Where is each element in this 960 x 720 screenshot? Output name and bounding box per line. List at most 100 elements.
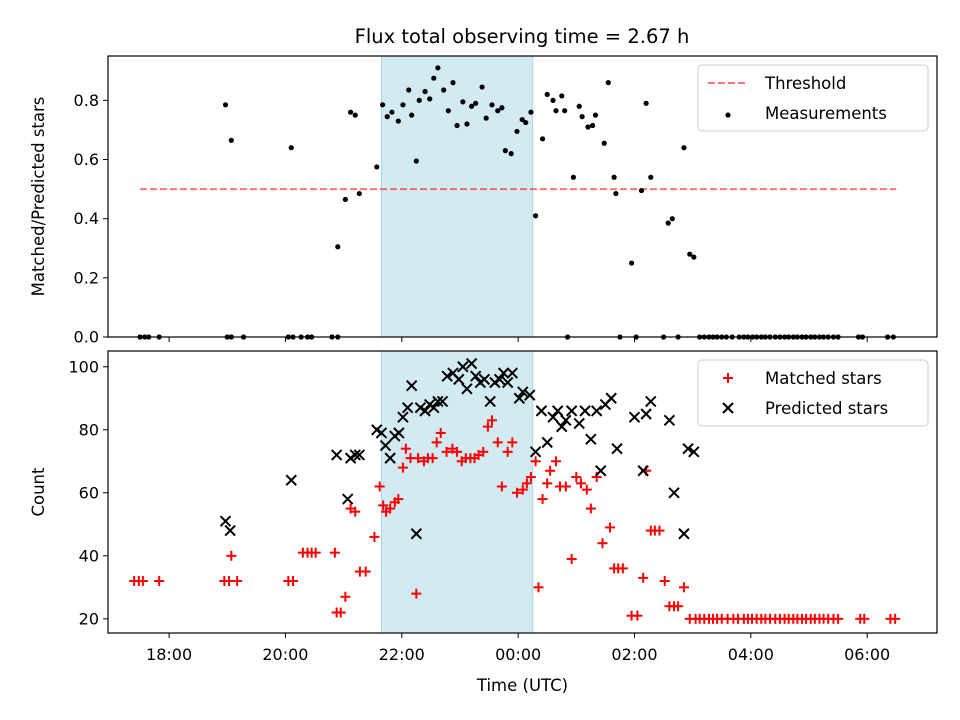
y-tick-label: 0.6 xyxy=(74,150,99,169)
measurement-point xyxy=(495,108,501,114)
measurement-point xyxy=(519,116,525,123)
matched-star-point xyxy=(427,453,438,464)
predicted-star-point xyxy=(547,411,559,423)
matched-star-point xyxy=(859,613,870,624)
measurement-point xyxy=(592,112,599,118)
predicted-star-point xyxy=(688,446,700,458)
measurement-point xyxy=(228,137,234,143)
matched-star-point xyxy=(560,481,571,492)
measurement-point xyxy=(638,187,645,194)
matched-star-point xyxy=(581,484,592,495)
predicted-star-point xyxy=(428,402,440,414)
matched-star-point xyxy=(400,443,411,454)
matched-star-point xyxy=(441,446,452,457)
measurement-point xyxy=(445,108,451,114)
matched-star-point xyxy=(638,572,649,583)
matched-star-point xyxy=(411,588,422,599)
predicted-star-point xyxy=(585,433,597,445)
predicted-star-point xyxy=(410,528,423,540)
y-tick-label: 40 xyxy=(79,546,99,565)
predicted-star-point xyxy=(590,405,603,417)
predicted-star-point xyxy=(330,449,343,461)
predicted-star-point xyxy=(524,389,536,401)
predicted-star-point xyxy=(535,405,548,417)
predicted-star-point xyxy=(461,383,473,395)
matched-star-point xyxy=(378,500,389,511)
matched-star-point xyxy=(310,547,321,558)
matched-star-point xyxy=(232,576,243,587)
predicted-star-point xyxy=(469,370,482,382)
measurement-point xyxy=(384,114,390,120)
measurement-point xyxy=(550,97,556,103)
predicted-star-point xyxy=(457,361,469,373)
highlight-span-bottom xyxy=(380,350,534,634)
measurement-point xyxy=(454,122,460,129)
measurement-point xyxy=(464,121,470,127)
ratio-panel: 0.00.20.40.60.8 Matched/Predicted stars … xyxy=(29,55,938,347)
matched-star-point xyxy=(431,437,442,448)
measurement-point xyxy=(502,148,508,154)
y-tick-label: 0.0 xyxy=(74,328,99,347)
matched-star-point xyxy=(397,462,408,473)
measurement-point xyxy=(523,119,529,126)
matched-star-point xyxy=(605,522,616,533)
matched-star-point xyxy=(511,487,522,498)
measurement-point xyxy=(681,145,687,151)
measurement-point xyxy=(562,108,568,114)
measurement-point xyxy=(539,136,546,142)
count-panel-frame xyxy=(107,350,938,634)
predicted-star-point xyxy=(349,449,361,461)
predicted-star-point xyxy=(611,442,623,455)
matched-star-point xyxy=(413,453,424,464)
count-marks xyxy=(129,357,901,624)
measurement-point xyxy=(483,115,489,121)
legend-label: Measurements xyxy=(765,104,887,123)
measurement-point xyxy=(579,114,585,120)
matched-star-point xyxy=(566,553,577,564)
matched-star-point xyxy=(533,582,544,593)
count-legend: Matched stars Predicted stars xyxy=(697,359,929,427)
predicted-star-point xyxy=(405,379,418,392)
matched-star-point xyxy=(597,538,608,549)
measurement-point xyxy=(479,84,485,90)
measurement-point xyxy=(669,216,675,222)
matched-star-point xyxy=(492,437,503,448)
measurement-point xyxy=(628,260,635,266)
ratio-y-axis: 0.0 0.2 0.4 0.6 0.8 xyxy=(74,91,108,347)
measurement-point xyxy=(605,80,611,86)
time-x-axis: 18:00 20:00 22:00 00:00 02:00 04:00 06:00 xyxy=(146,633,890,664)
highlight-span-top xyxy=(380,55,534,338)
measurement-point xyxy=(347,109,354,115)
measurement-point xyxy=(374,164,380,170)
ratio-y-axis-label: Matched/Predicted stars xyxy=(29,97,48,297)
measurement-point xyxy=(514,128,520,135)
predicted-star-point xyxy=(419,405,431,417)
y-tick-label: 80 xyxy=(79,420,99,439)
measurement-point xyxy=(585,124,591,130)
count-y-axis-label: Count xyxy=(29,467,48,517)
measurement-point xyxy=(422,88,428,95)
x-tick-label: 18:00 xyxy=(146,645,192,664)
matched-star-point xyxy=(525,472,536,483)
x-tick-label: 20:00 xyxy=(262,645,308,664)
measurement-point xyxy=(665,220,671,226)
predicted-star-point xyxy=(668,487,680,499)
matched-star-point xyxy=(374,481,385,492)
measurement-point xyxy=(389,109,395,115)
measurement-point xyxy=(379,102,386,108)
predicted-star-point xyxy=(397,411,409,423)
predicted-star-point xyxy=(682,442,694,455)
y-tick-label: 20 xyxy=(79,609,99,628)
x-tick-label: 06:00 xyxy=(844,645,890,664)
predicted-star-point xyxy=(341,493,354,505)
predicted-star-point xyxy=(219,515,232,527)
predicted-star-point xyxy=(551,405,564,417)
matched-star-point xyxy=(507,437,518,448)
measurement-point xyxy=(576,103,582,109)
matched-star-point xyxy=(340,591,351,602)
measurement-point xyxy=(435,65,441,71)
predicted-star-point xyxy=(560,414,572,427)
predicted-star-point xyxy=(375,427,388,439)
measurement-point xyxy=(643,100,649,106)
